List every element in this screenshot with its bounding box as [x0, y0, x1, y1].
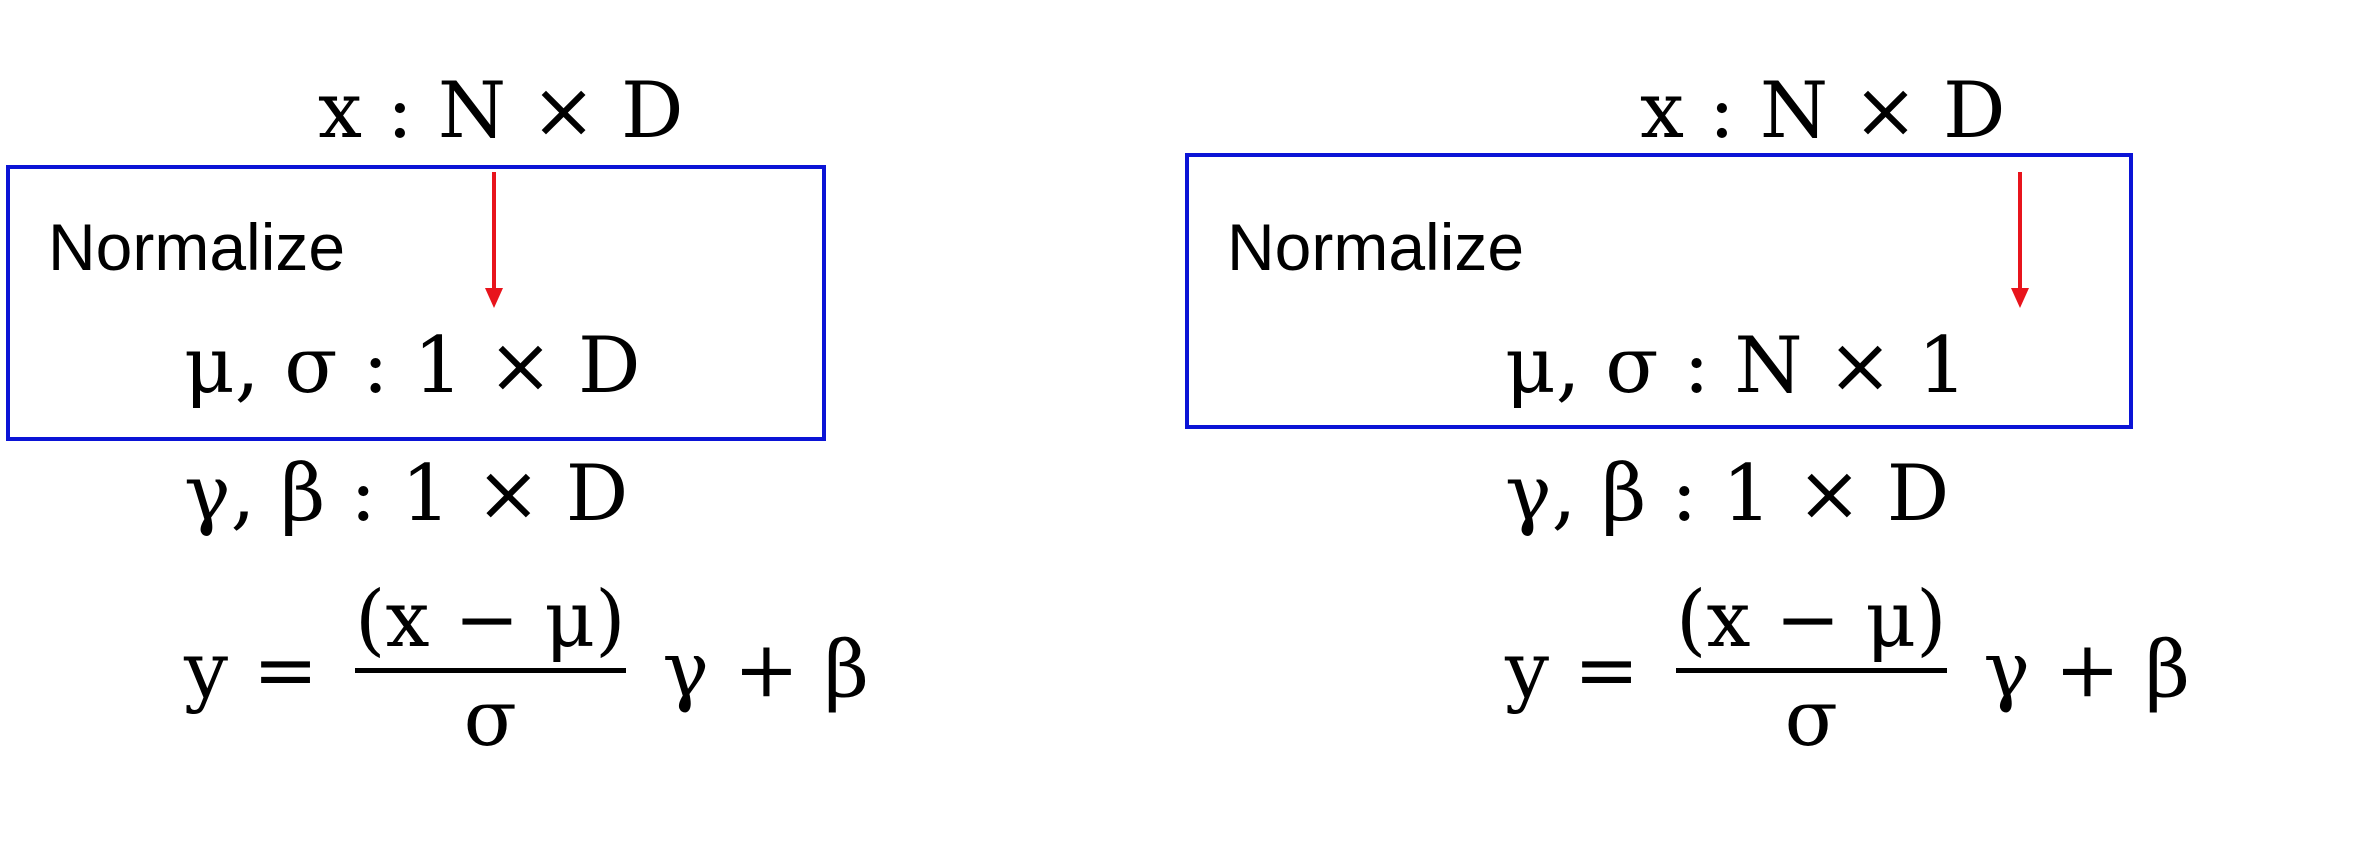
input-shape: x : N × D	[318, 66, 684, 156]
formula-lhs: y =	[1505, 625, 1640, 716]
formula: y = (x − μ) σ γ + β	[184, 575, 869, 764]
formula-denominator: σ	[463, 673, 517, 764]
formula-numerator: (x − μ)	[355, 575, 626, 665]
fraction-bar	[1676, 667, 1947, 673]
formula-numerator: (x − μ)	[1676, 575, 1947, 665]
formula-denominator: σ	[1784, 673, 1838, 764]
normalize-label: Normalize	[48, 210, 346, 284]
formula-fraction: (x − μ) σ	[1676, 575, 1947, 764]
input-shape: x : N × D	[1640, 66, 2006, 156]
params-shape: γ, β : 1 × D	[1505, 449, 1950, 539]
formula-fraction: (x − μ) σ	[355, 575, 626, 764]
formula-tail: γ + β	[662, 625, 869, 716]
formula-lhs: y =	[184, 625, 319, 716]
formula: y = (x − μ) σ γ + β	[1505, 575, 2190, 764]
stats-shape: μ, σ : N × 1	[1505, 321, 1968, 411]
formula-tail: γ + β	[1983, 625, 2190, 716]
normalize-label: Normalize	[1227, 210, 1525, 284]
arrow-down-icon	[485, 172, 503, 308]
normalize-box	[1185, 153, 2133, 429]
fraction-bar	[355, 667, 626, 673]
right-panel: x : N × D Normalize μ, σ : N × 1 γ, β : …	[1180, 0, 2365, 844]
stats-shape: μ, σ : 1 × D	[184, 321, 641, 411]
params-shape: γ, β : 1 × D	[184, 449, 629, 539]
normalize-box	[6, 165, 826, 441]
arrow-down-icon	[2011, 172, 2029, 308]
left-panel: x : N × D Normalize μ, σ : 1 × D γ, β : …	[0, 0, 1150, 844]
